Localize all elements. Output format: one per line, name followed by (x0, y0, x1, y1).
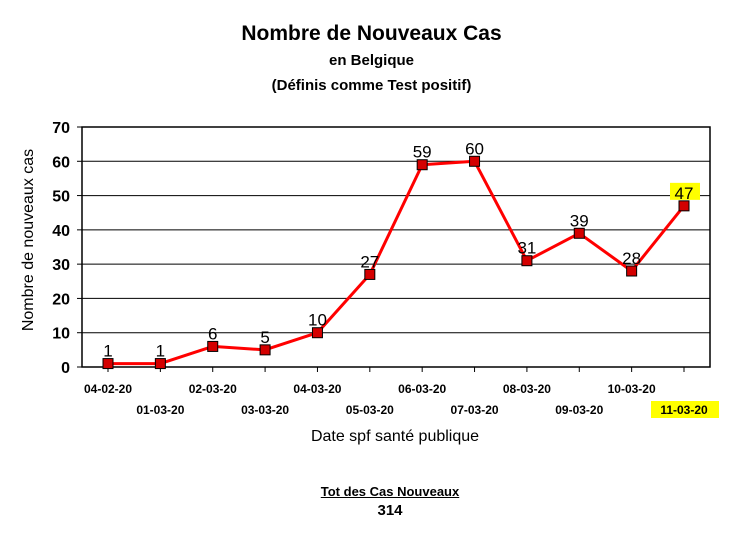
x-tick-label: 05-03-20 (346, 403, 394, 417)
x-tick-label: 04-02-20 (84, 382, 132, 396)
y-tick-label: 40 (52, 223, 70, 240)
x-tick-label: 02-03-20 (189, 382, 237, 396)
y-axis-label: Nombre de nouveaux cas (20, 149, 37, 331)
series-new-cases (102, 155, 690, 370)
data-point (626, 265, 638, 277)
x-tick-label: 11-03-20 (660, 403, 708, 417)
x-tick-labels: 04-02-20 01-03-20 02-03-20 03-03-20 04-03-20… (84, 382, 719, 418)
data-label: 6 (208, 324, 217, 343)
data-label: 31 (517, 239, 536, 258)
total-value: 314 (377, 502, 403, 519)
chart-subtitle-definition: (Définis comme Test positif) (271, 77, 472, 94)
y-tick-labels: 0 10 20 30 40 50 60 70 (52, 120, 70, 377)
data-point (259, 344, 271, 356)
data-label: 1 (103, 342, 112, 361)
x-axis-label: Date spf santé publique (310, 428, 480, 445)
data-point (102, 358, 114, 370)
data-labels: 1 1 6 5 10 27 59 60 31 39 28 47 (103, 139, 700, 361)
y-tick-label: 30 (52, 257, 70, 274)
data-point (364, 268, 376, 280)
y-tick-label: 10 (52, 326, 70, 343)
data-point (154, 358, 166, 370)
data-point (207, 340, 219, 352)
x-tick-label: 08-03-20 (503, 382, 551, 396)
data-label: 39 (570, 211, 589, 230)
series-line (108, 159, 686, 366)
data-label-highlight (670, 182, 700, 200)
data-label: 5 (260, 328, 269, 347)
x-tick-label: 03-03-20 (241, 403, 289, 417)
x-tick-label: 10-03-20 (608, 382, 656, 396)
y-tick-label: 70 (52, 120, 70, 137)
data-point (311, 327, 323, 339)
chart-title: Nombre de Nouveaux Cas (241, 22, 502, 45)
data-label: 28 (622, 249, 641, 268)
data-point (521, 255, 533, 267)
data-point (678, 200, 690, 212)
x-tick-label: 04-03-20 (293, 382, 341, 396)
data-point (469, 155, 481, 167)
y-tick-label: 60 (52, 154, 70, 171)
x-tick-label: 07-03-20 (451, 403, 499, 417)
grid-lines (77, 126, 711, 372)
data-label: 1 (156, 342, 165, 361)
y-tick-label: 20 (52, 291, 70, 308)
data-label: 59 (413, 143, 432, 162)
chart-subtitle: en Belgique (328, 52, 414, 69)
x-tick-label: 09-03-20 (555, 403, 603, 417)
x-tick-label-highlight (651, 401, 719, 418)
plot-frame (81, 126, 711, 368)
x-tick-label: 01-03-20 (136, 403, 184, 417)
data-label: 27 (360, 252, 379, 271)
y-tick-label: 0 (61, 360, 70, 377)
data-label: 47 (675, 184, 694, 203)
data-label: 60 (465, 139, 484, 158)
data-point (416, 159, 428, 171)
data-label: 10 (308, 311, 327, 330)
total-label: Tot des Cas Nouveaux (320, 484, 460, 499)
x-tick-label: 06-03-20 (398, 382, 446, 396)
y-tick-label: 50 (52, 189, 70, 206)
data-point (573, 227, 585, 239)
